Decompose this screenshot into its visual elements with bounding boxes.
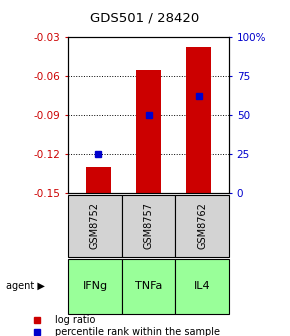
Text: GSM8752: GSM8752 bbox=[90, 203, 100, 249]
Text: GSM8762: GSM8762 bbox=[197, 203, 207, 249]
Bar bbox=[186, 47, 211, 193]
Text: GDS501 / 28420: GDS501 / 28420 bbox=[90, 12, 200, 25]
Bar bbox=[136, 70, 161, 193]
Text: GSM8757: GSM8757 bbox=[144, 203, 154, 249]
Bar bbox=[175, 259, 229, 314]
Text: log ratio: log ratio bbox=[55, 314, 95, 325]
Text: TNFa: TNFa bbox=[135, 282, 162, 291]
Text: percentile rank within the sample: percentile rank within the sample bbox=[55, 327, 220, 336]
Bar bbox=[86, 167, 111, 193]
Bar bbox=[68, 259, 122, 314]
Bar bbox=[175, 195, 229, 257]
Text: IL4: IL4 bbox=[194, 282, 211, 291]
Text: agent ▶: agent ▶ bbox=[6, 282, 45, 291]
Bar bbox=[122, 195, 175, 257]
Bar bbox=[68, 195, 122, 257]
Bar bbox=[122, 259, 175, 314]
Text: IFNg: IFNg bbox=[82, 282, 108, 291]
